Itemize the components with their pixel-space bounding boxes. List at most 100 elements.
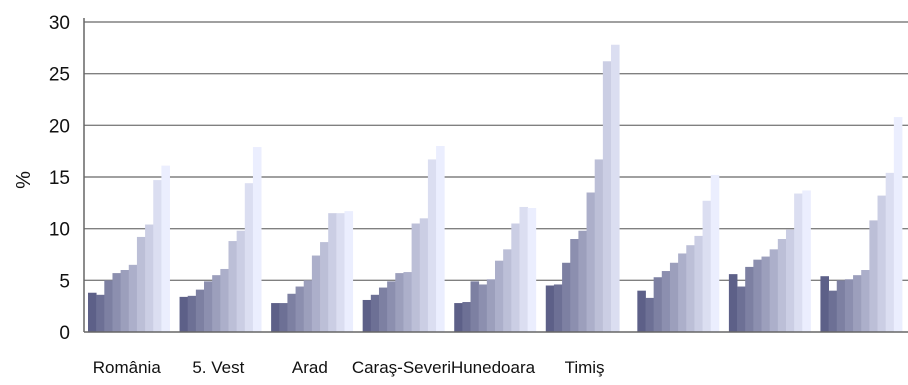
- y-tick-label: 10: [49, 220, 70, 241]
- bar: [303, 280, 313, 332]
- bar: [153, 180, 162, 332]
- y-tick-labels: 0 5 10 15 20 25 30: [49, 13, 70, 344]
- bar: [562, 262, 571, 332]
- bar: [411, 223, 421, 332]
- bar: [486, 279, 496, 332]
- bar: [653, 277, 663, 332]
- bar: [828, 290, 838, 332]
- bar: [88, 292, 97, 332]
- bar: [836, 280, 846, 332]
- bar: [295, 286, 305, 332]
- bar: [885, 172, 895, 332]
- bar: [161, 165, 170, 332]
- bar: [454, 303, 463, 332]
- category-label: Timiş: [565, 358, 605, 377]
- bar: [220, 268, 229, 332]
- bar: [769, 249, 779, 332]
- bar: [710, 174, 720, 332]
- bar: [511, 223, 520, 332]
- bar: [669, 262, 679, 332]
- bar: [578, 230, 587, 332]
- bar: [570, 239, 579, 332]
- bar: [195, 289, 205, 332]
- bar: [853, 275, 862, 332]
- bar: [136, 236, 146, 332]
- axes: [83, 18, 908, 333]
- bar: [311, 255, 321, 332]
- category-label: Hunedoara: [451, 358, 536, 377]
- bar: [802, 190, 811, 332]
- y-tick-label: 20: [49, 116, 70, 137]
- bar: [370, 294, 380, 332]
- bar: [678, 253, 687, 332]
- bar: [112, 273, 122, 332]
- bar: [179, 296, 189, 332]
- bar: [96, 294, 105, 332]
- bar: [362, 299, 372, 332]
- bar: [702, 200, 712, 332]
- bar: [236, 230, 246, 332]
- bar: [279, 303, 288, 332]
- bar: [503, 249, 512, 332]
- category-label: 5. Vest: [192, 358, 244, 377]
- bar: [478, 284, 488, 332]
- category-label: Caraş-Severi: [352, 358, 451, 377]
- bar: [128, 264, 138, 332]
- bar: [694, 235, 703, 332]
- y-tick-label: 5: [59, 271, 70, 292]
- bar: [228, 241, 238, 332]
- bar: [861, 270, 870, 332]
- bar: [661, 271, 671, 332]
- y-tick-label: 0: [59, 323, 70, 344]
- bar: [419, 218, 429, 332]
- bar: [877, 195, 887, 332]
- bar: [737, 286, 746, 332]
- bar: [336, 213, 345, 332]
- bar: [287, 293, 296, 332]
- bar: [785, 229, 795, 332]
- bar: [271, 303, 280, 332]
- bar: [436, 146, 445, 332]
- bar: [120, 270, 130, 332]
- bar: [602, 61, 612, 333]
- bar: [495, 260, 504, 332]
- bar: [820, 276, 829, 332]
- bar: [104, 280, 113, 332]
- bar: [553, 284, 563, 332]
- bar: [387, 281, 396, 332]
- bar: [586, 192, 596, 332]
- bar: [462, 302, 471, 332]
- bar: [470, 281, 480, 332]
- bar: [794, 193, 803, 332]
- bar: [395, 273, 404, 332]
- bar: [427, 159, 437, 332]
- bar: [611, 44, 620, 332]
- bar: [844, 279, 854, 332]
- bar: [519, 206, 529, 332]
- y-tick-label: 25: [49, 65, 70, 86]
- bar: [545, 285, 555, 332]
- bar: [187, 295, 197, 332]
- bar: [344, 211, 354, 332]
- y-axis-title: %: [13, 171, 35, 189]
- bar: [761, 256, 771, 332]
- y-tick-label: 30: [49, 13, 70, 34]
- bar: [145, 224, 154, 332]
- category-labels: România 5. Vest Arad Caraş-Severi Hunedoara T…: [93, 358, 605, 377]
- bar: [328, 213, 337, 332]
- y-tick-label: 15: [49, 168, 70, 189]
- bar: [745, 266, 754, 332]
- bar: [645, 297, 655, 332]
- bar: [320, 242, 329, 332]
- bar: [527, 208, 537, 332]
- bar: [204, 281, 213, 332]
- bar: [403, 272, 412, 332]
- bar: [252, 147, 262, 332]
- category-label: Arad: [292, 358, 328, 377]
- bar: [869, 220, 878, 332]
- bars: [88, 44, 903, 333]
- bar: [728, 274, 738, 332]
- bar: [777, 239, 787, 332]
- bar: [893, 117, 903, 332]
